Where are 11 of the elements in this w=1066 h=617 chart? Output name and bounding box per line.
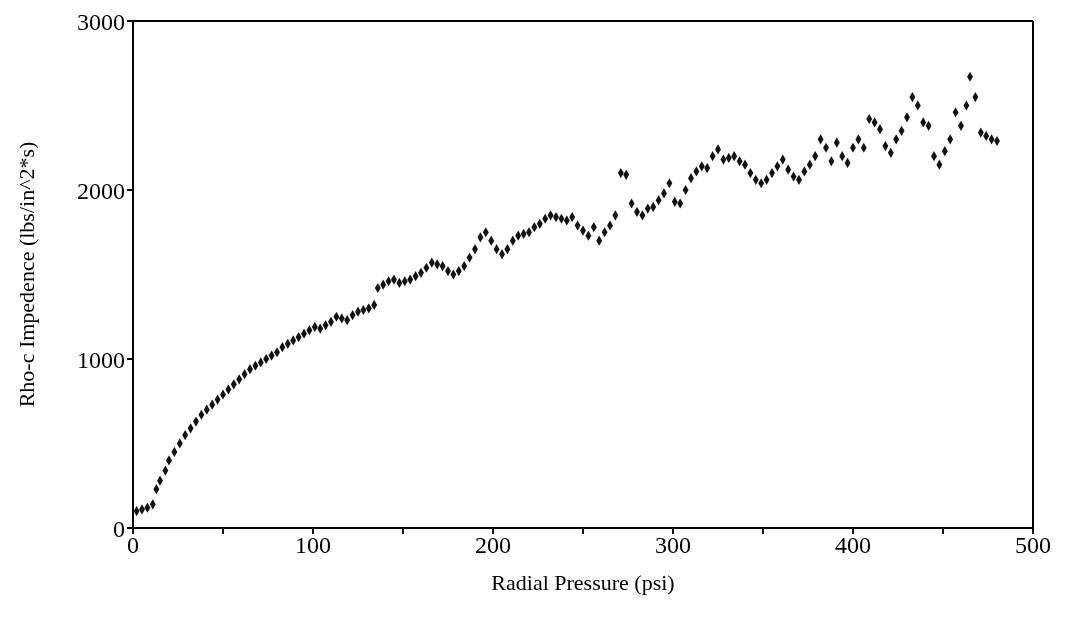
y-tick-label: 1000 — [77, 346, 125, 373]
y-tick-label: 3000 — [77, 8, 125, 35]
y-tick-label: 0 — [113, 515, 125, 542]
x-tick-label: 400 — [835, 532, 871, 559]
x-axis-title: Radial Pressure (psi) — [491, 570, 675, 595]
x-tick-label: 500 — [1015, 532, 1051, 559]
x-tick-label: 200 — [475, 532, 511, 559]
y-axis-title: Rho-c Impedence (lbs/in^2*s) — [13, 141, 39, 408]
x-tick-label: 300 — [655, 532, 691, 559]
y-tick-label: 2000 — [77, 177, 125, 204]
x-tick-label: 100 — [295, 532, 331, 559]
